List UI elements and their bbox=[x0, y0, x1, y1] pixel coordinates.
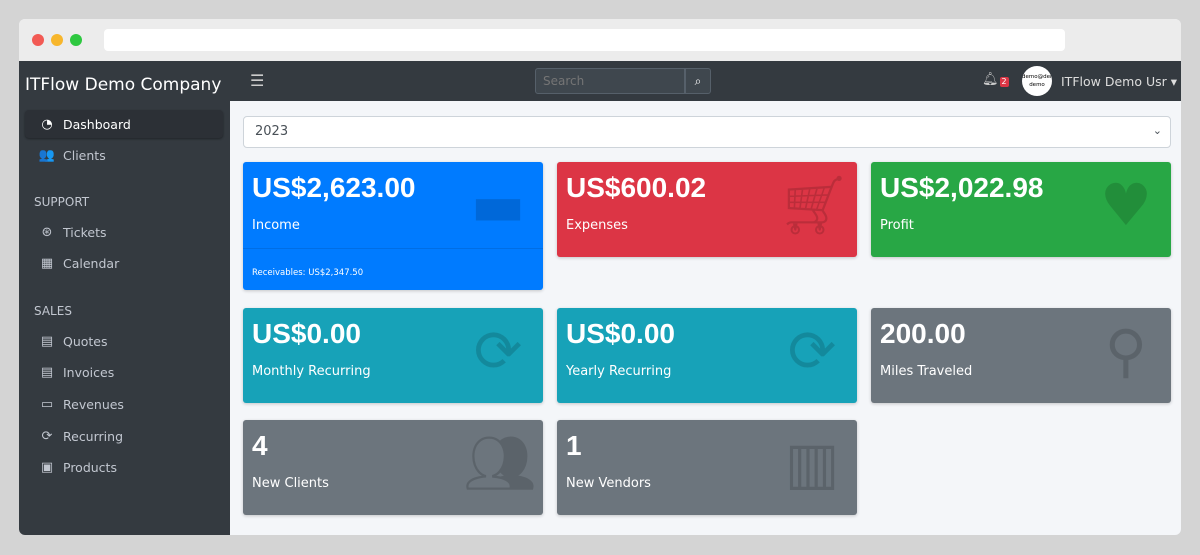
sidebar-item-products[interactable]: ▣ Products bbox=[25, 453, 223, 481]
stat-label: Yearly Recurring bbox=[566, 364, 672, 379]
life-ring-icon: ⊛ bbox=[41, 224, 53, 240]
avatar[interactable]: demo@demo demo bbox=[1022, 66, 1052, 96]
sidebar-item-label: Quotes bbox=[63, 333, 108, 349]
building-icon: ▥ bbox=[784, 429, 840, 497]
sidebar-item-label: Tickets bbox=[63, 224, 107, 240]
sidebar: ITFlow Demo Company ◔ Dashboard 👥 Clients … bbox=[19, 61, 230, 535]
stat-label: Income bbox=[252, 218, 300, 233]
sync-icon: ⟳ bbox=[41, 428, 53, 444]
sync-icon: ⟳ bbox=[473, 317, 523, 385]
stat-value: US$0.00 bbox=[252, 318, 361, 349]
address-bar[interactable] bbox=[104, 29, 1065, 51]
menu-toggle-icon[interactable]: ☰ bbox=[250, 71, 265, 90]
sidebar-item-label: Calendar bbox=[63, 255, 120, 271]
stat-value: US$0.00 bbox=[566, 318, 675, 349]
sidebar-item-tickets[interactable]: ⊛ Tickets bbox=[25, 218, 223, 246]
stat-card-miles-traveled[interactable]: ⚲ 200.00 Miles Traveled bbox=[871, 308, 1171, 403]
credit-card-icon: ▬ bbox=[470, 171, 526, 239]
top-navbar: ☰ ⌕ 🔔︎ 2 demo@demo demo ITFlow Demo Usr … bbox=[230, 61, 1181, 101]
sidebar-item-recurring[interactable]: ⟳ Recurring bbox=[25, 422, 223, 450]
sidebar-item-calendar[interactable]: ▦ Calendar bbox=[25, 249, 223, 277]
chevron-down-icon: ⌄ bbox=[1152, 124, 1162, 137]
notifications-button[interactable]: 🔔︎ 2 bbox=[982, 72, 1009, 88]
search-input[interactable] bbox=[535, 68, 685, 94]
stat-card-yearly-recurring[interactable]: ⟳ US$0.00 Yearly Recurring bbox=[557, 308, 857, 403]
sidebar-item-dashboard[interactable]: ◔ Dashboard bbox=[25, 110, 223, 138]
stat-card-income[interactable]: ▬ US$2,623.00 Income Receivables: US$2,34… bbox=[243, 162, 543, 290]
stat-value: US$600.02 bbox=[566, 172, 707, 203]
calendar-icon: ▦ bbox=[40, 255, 54, 271]
receivables-text: Receivables: US$2,347.50 bbox=[252, 268, 364, 278]
stat-value: 1 bbox=[566, 430, 582, 461]
stat-value: 4 bbox=[252, 430, 268, 461]
user-name: ITFlow Demo Usr bbox=[1061, 74, 1167, 89]
tachometer-icon: ◔ bbox=[41, 116, 53, 132]
credit-card-icon: ▭ bbox=[40, 396, 54, 412]
sync-icon: ⟳ bbox=[787, 317, 837, 385]
stat-label: Expenses bbox=[566, 218, 628, 233]
users-icon: 👥 bbox=[38, 147, 56, 163]
brand-link[interactable]: ITFlow Demo Company bbox=[25, 75, 222, 95]
box-icon: ▣ bbox=[40, 459, 54, 475]
divider bbox=[243, 248, 543, 249]
file-icon: ▤ bbox=[40, 333, 54, 349]
sidebar-item-clients[interactable]: 👥 Clients bbox=[25, 141, 223, 169]
sidebar-item-revenues[interactable]: ▭ Revenues bbox=[25, 390, 223, 418]
stat-label: New Vendors bbox=[566, 476, 651, 491]
nav-header-support: SUPPORT bbox=[34, 195, 90, 209]
stat-label: Profit bbox=[880, 218, 914, 233]
sidebar-item-quotes[interactable]: ▤ Quotes bbox=[25, 327, 223, 355]
sidebar-item-label: Clients bbox=[63, 147, 106, 163]
stat-card-monthly-recurring[interactable]: ⟳ US$0.00 Monthly Recurring bbox=[243, 308, 543, 403]
sidebar-item-label: Invoices bbox=[63, 364, 115, 380]
shopping-cart-icon: 🛒︎ bbox=[777, 171, 851, 239]
sidebar-item-label: Revenues bbox=[63, 396, 124, 412]
heart-icon: ♥ bbox=[1100, 171, 1152, 239]
user-menu[interactable]: ITFlow Demo Usr ▾ bbox=[1061, 74, 1177, 89]
stat-card-profit[interactable]: ♥ US$2,022.98 Profit bbox=[871, 162, 1171, 257]
browser-chrome bbox=[19, 19, 1181, 61]
invoice-icon: ▤ bbox=[40, 364, 54, 380]
stat-label: Monthly Recurring bbox=[252, 364, 371, 379]
stat-value: US$2,022.98 bbox=[880, 172, 1044, 203]
notification-badge: 2 bbox=[999, 76, 1009, 87]
stat-card-new-vendors[interactable]: ▥ 1 New Vendors bbox=[557, 420, 857, 515]
close-window-button[interactable] bbox=[32, 34, 44, 46]
stat-card-expenses[interactable]: 🛒︎ US$600.02 Expenses bbox=[557, 162, 857, 257]
sidebar-item-label: Products bbox=[63, 459, 117, 475]
stat-value: US$2,623.00 bbox=[252, 172, 416, 203]
search-button[interactable]: ⌕ bbox=[685, 68, 711, 94]
sidebar-item-invoices[interactable]: ▤ Invoices bbox=[25, 358, 223, 386]
stat-label: New Clients bbox=[252, 476, 329, 491]
nav-header-sales: SALES bbox=[34, 304, 72, 318]
stat-label: Miles Traveled bbox=[880, 364, 973, 379]
maximize-window-button[interactable] bbox=[70, 34, 82, 46]
minimize-window-button[interactable] bbox=[51, 34, 63, 46]
stat-card-new-clients[interactable]: 👥︎ 4 New Clients bbox=[243, 420, 543, 515]
users-icon: 👥︎ bbox=[463, 429, 537, 497]
year-select-value: 2023 bbox=[255, 124, 289, 139]
stat-value: 200.00 bbox=[880, 318, 966, 349]
sidebar-item-label: Recurring bbox=[63, 428, 123, 444]
route-icon: ⚲ bbox=[1104, 317, 1148, 385]
year-select[interactable]: 2023 ⌄ bbox=[243, 116, 1171, 148]
sidebar-item-label: Dashboard bbox=[63, 116, 131, 132]
bell-icon: 🔔︎ bbox=[982, 72, 999, 87]
browser-window: ITFlow Demo Company ◔ Dashboard 👥 Clients … bbox=[19, 19, 1181, 535]
